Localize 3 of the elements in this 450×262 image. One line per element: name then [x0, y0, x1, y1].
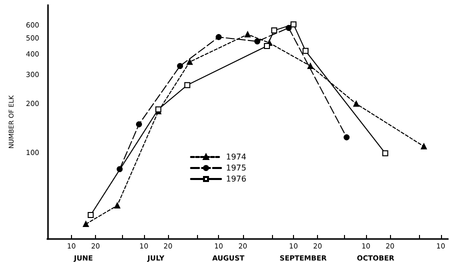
legend-label: 1975 — [226, 164, 246, 172]
legend-label: 1976 — [226, 174, 246, 184]
legend-label: 1974 — [226, 152, 246, 162]
